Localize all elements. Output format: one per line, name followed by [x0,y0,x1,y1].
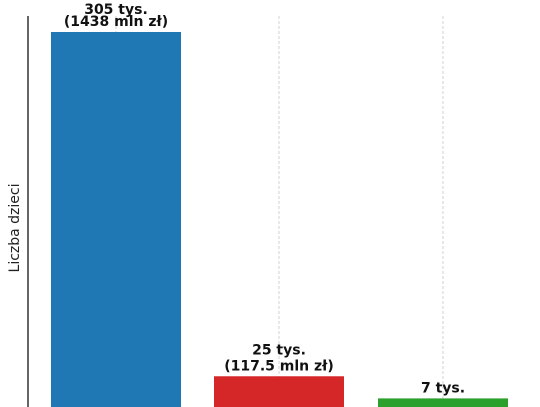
bar-1-label-count: 305 tys. [84,2,148,18]
bar-2 [214,376,344,407]
bar-1 [51,31,181,407]
bars-group [51,31,508,407]
data-labels-group: 305 tys.(1438 mln zł) 25 tys.(117.5 mln z… [64,2,465,396]
bar-2-label-count: 25 tys. [252,342,306,358]
bar-3-label-count: 7 tys. [421,380,465,396]
y-axis-label: Liczba dzieci [7,184,23,273]
bar-2-label-amount: (117.5 mln zł) [224,358,334,374]
bar-3 [378,398,508,407]
bar-1-label-amount: (1438 mln zł) [64,14,168,30]
